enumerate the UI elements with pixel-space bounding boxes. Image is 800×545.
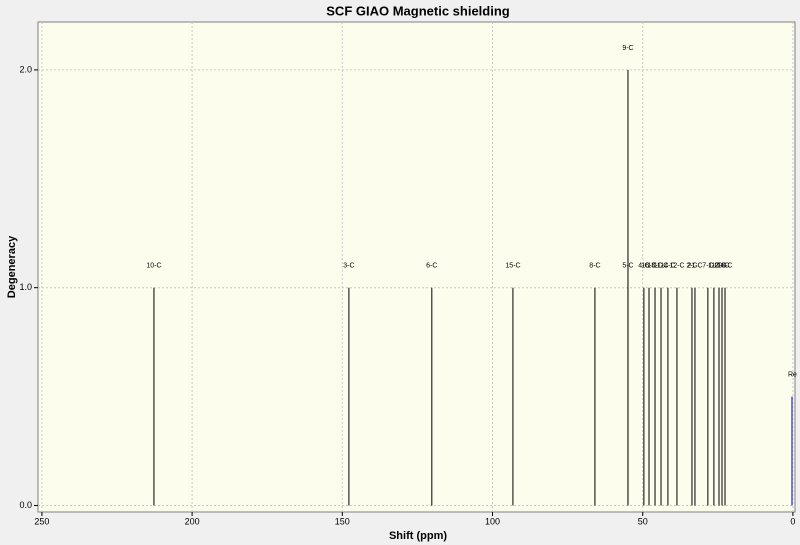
peak-label: 8-C bbox=[589, 263, 600, 270]
peak-label: 20-C bbox=[714, 263, 729, 270]
peak-label: 1-C bbox=[708, 263, 719, 270]
chart-title: SCF GIAO Magnetic shielding bbox=[326, 3, 510, 18]
peak-label: 21-C bbox=[687, 263, 702, 270]
x-tick-label: 50 bbox=[638, 516, 648, 526]
y-axis-label: Degeneracy bbox=[6, 235, 18, 298]
x-tick-label: 150 bbox=[335, 516, 350, 526]
x-tick-label: 0 bbox=[790, 516, 795, 526]
peak-label: 14-C bbox=[660, 263, 675, 270]
peak-label: 9-C bbox=[622, 45, 633, 52]
peak-label: 3-C bbox=[343, 263, 354, 270]
x-tick-label: 250 bbox=[34, 516, 49, 526]
x-tick-label: 200 bbox=[185, 516, 200, 526]
peak-label: 13-C bbox=[647, 263, 662, 270]
y-tick-label: 0.0 bbox=[19, 500, 32, 510]
peak-label: 11-C bbox=[654, 263, 669, 270]
y-tick-label: 2.0 bbox=[19, 64, 32, 74]
peak-label: 18-C bbox=[717, 263, 732, 270]
peak-label: 5-C bbox=[622, 263, 633, 270]
plot-area bbox=[37, 21, 796, 513]
peak-label: 10-C bbox=[146, 263, 161, 270]
peak-label: 7-C bbox=[702, 263, 713, 270]
peak-label: 16-C bbox=[641, 263, 656, 270]
reference-label: Re bbox=[788, 371, 797, 378]
peak-label: 12-C bbox=[669, 263, 684, 270]
peak-label: 17-C bbox=[711, 263, 726, 270]
x-tick-label: 100 bbox=[485, 516, 500, 526]
y-tick-label: 1.0 bbox=[19, 282, 32, 292]
peak-label: 6-C bbox=[426, 263, 437, 270]
peak-label: 2-C bbox=[686, 263, 697, 270]
x-axis-label: Shift (ppm) bbox=[389, 530, 447, 542]
peak-label: 4-C bbox=[638, 263, 649, 270]
peak-label: 15-C bbox=[505, 263, 520, 270]
